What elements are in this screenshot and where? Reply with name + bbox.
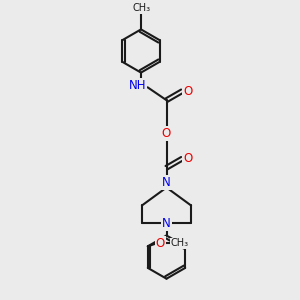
- Text: O: O: [162, 127, 171, 140]
- Text: O: O: [156, 237, 165, 250]
- Text: O: O: [183, 152, 192, 165]
- Text: NH: NH: [129, 79, 146, 92]
- Text: N: N: [162, 176, 171, 189]
- Text: O: O: [183, 85, 192, 98]
- Text: N: N: [162, 217, 171, 230]
- Text: CH₃: CH₃: [170, 238, 189, 248]
- Text: CH₃: CH₃: [133, 3, 151, 13]
